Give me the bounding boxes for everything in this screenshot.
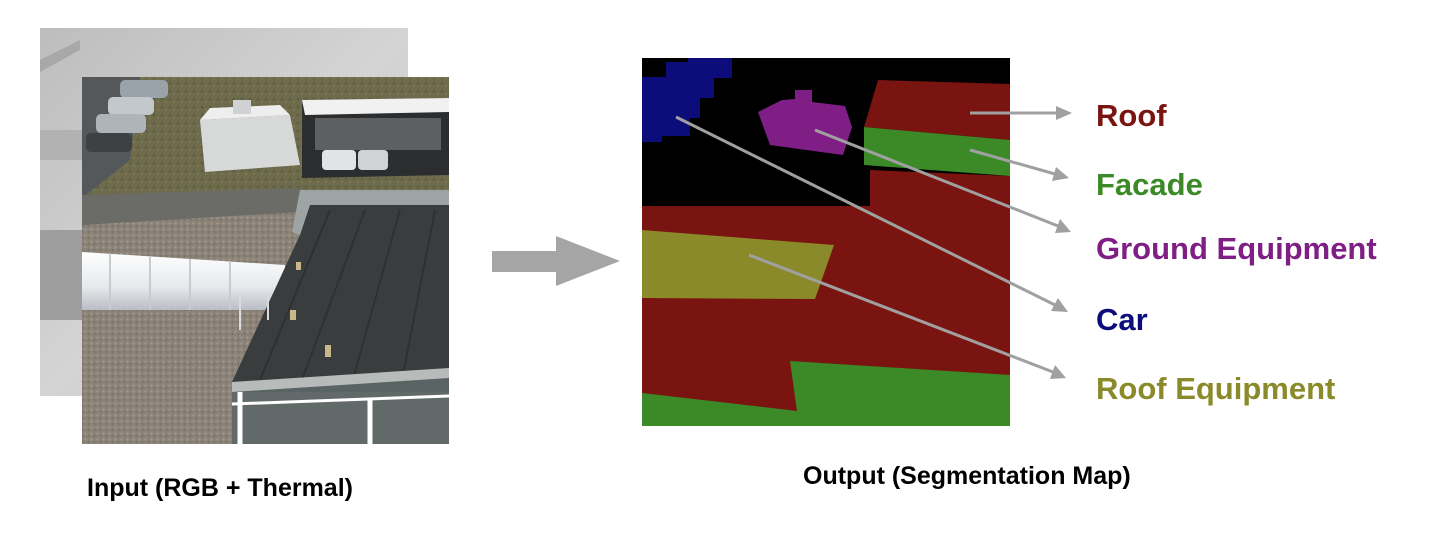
segment-facade-bottom xyxy=(642,361,1010,426)
pointer-arrow-roof xyxy=(970,106,1072,120)
segment-roof-equipment xyxy=(642,230,834,299)
segment-roof-bottom xyxy=(642,170,1010,426)
segmentation-map xyxy=(642,58,1010,426)
segment-ground-equipment xyxy=(758,90,852,155)
class-label-facade: Facade xyxy=(1096,167,1203,202)
pointer-arrow-ground-equipment xyxy=(814,128,1071,233)
pointer-arrow-facade xyxy=(969,148,1069,181)
pointer-arrows xyxy=(675,106,1072,379)
pointer-arrow-car xyxy=(675,115,1068,312)
output-caption: Output (Segmentation Map) xyxy=(803,462,1131,490)
pointer-arrow-roof-equipment xyxy=(748,253,1066,379)
class-label-roof: Roof xyxy=(1096,98,1167,133)
segment-roof-top xyxy=(864,80,1010,140)
segment-car xyxy=(642,58,732,142)
right-arrow-icon xyxy=(492,236,620,286)
rgb-image xyxy=(82,77,449,444)
class-label-car: Car xyxy=(1096,302,1148,337)
input-caption: Input (RGB + Thermal) xyxy=(87,474,353,502)
class-label-roof-equipment: Roof Equipment xyxy=(1096,371,1336,406)
class-label-ground-equipment: Ground Equipment xyxy=(1096,231,1377,266)
